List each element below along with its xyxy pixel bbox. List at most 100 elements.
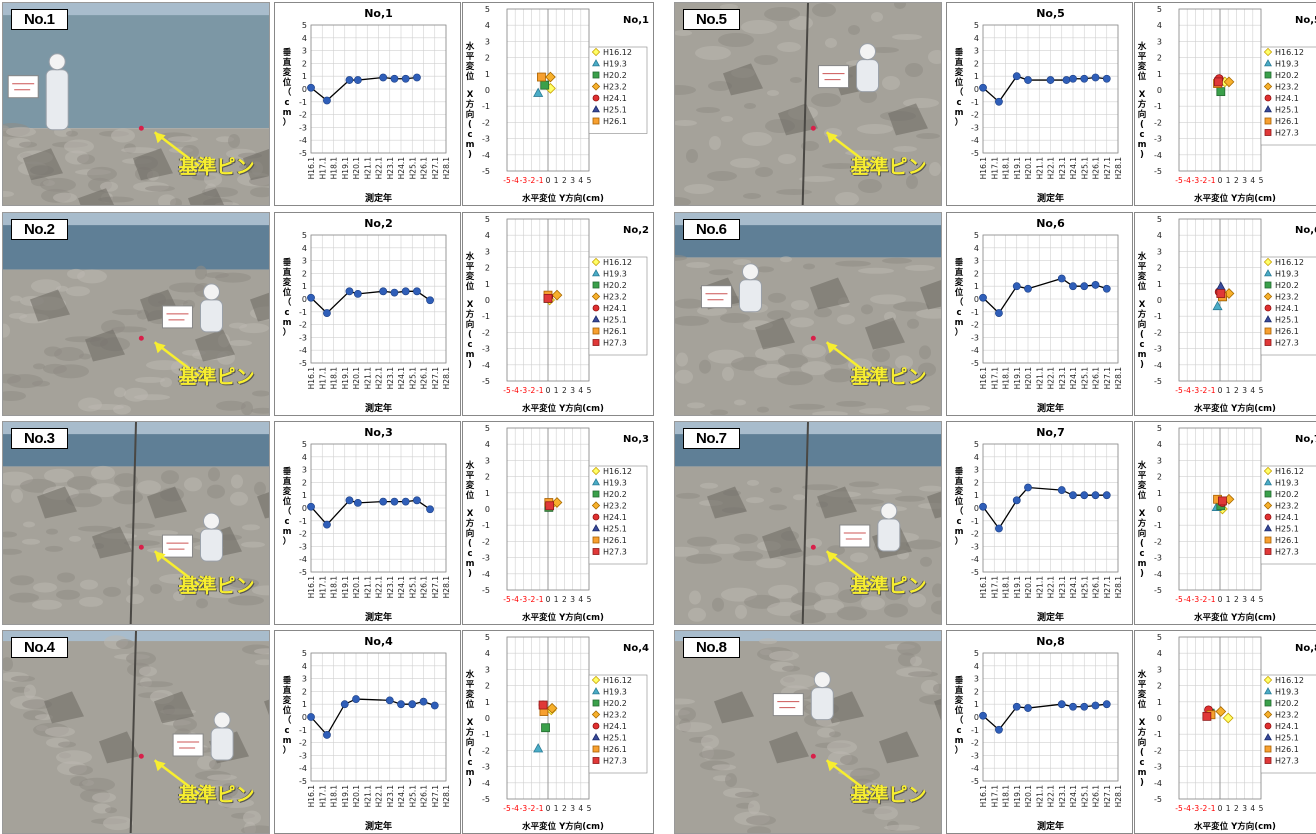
joint-line [129, 631, 137, 833]
y-tick-label: -3 [299, 751, 307, 760]
concrete-texture [11, 675, 35, 682]
pin-arrow [153, 131, 209, 174]
y-tick-label: 0 [302, 713, 307, 722]
concrete-texture [3, 548, 22, 555]
y-axis-label: 水平変位 X 方向(c m) [465, 251, 475, 370]
site-photo-image [675, 213, 941, 415]
x-tick-label: -2 [528, 804, 536, 813]
concrete-texture [812, 410, 848, 415]
concrete-texture [675, 30, 692, 36]
x-tick-label: H27.1 [1103, 157, 1112, 180]
block-shadow [257, 492, 269, 519]
concrete-texture [838, 589, 862, 604]
y-tick-label: 5 [974, 649, 979, 658]
concrete-texture [90, 483, 120, 498]
y-tick-label: -2 [971, 111, 979, 120]
legend-label: H25.1 [1275, 106, 1299, 115]
x-tick-label: H22.1 [1047, 157, 1056, 180]
y-tick-label: 5 [485, 424, 490, 433]
y-tick-label: -4 [1154, 779, 1162, 788]
y-tick-label: 5 [1157, 5, 1162, 14]
legend-marker [1264, 733, 1272, 741]
y-tick-label: 4 [1157, 649, 1162, 658]
y-tick-label: -1 [299, 726, 307, 735]
y-tick-label: -3 [482, 345, 490, 354]
y-tick-label: -3 [299, 123, 307, 132]
x-tick-label: 2 [1234, 595, 1239, 604]
data-point [1057, 700, 1066, 709]
concrete-texture [814, 599, 844, 614]
x-tick-label: H18.1 [330, 157, 339, 180]
legend-marker [591, 292, 601, 301]
x-tick-label: H19.1 [1013, 157, 1022, 180]
legend-label: H25.1 [603, 734, 627, 743]
horizontal-displacement-chart: -5 -4 -3 -2 -1 0 1 2 3 4 5 -5 -4 -3 -2 -1 0 1 2 3 4 5 水平変位 X 方向… [1134, 2, 1316, 206]
chart-title: No,3 [364, 426, 393, 439]
y-tick-label: 5 [974, 440, 979, 449]
legend-marker [592, 548, 600, 555]
concrete-texture [54, 347, 84, 362]
legend-label: H20.2 [603, 71, 627, 80]
x-axis-label: 測定年 [365, 402, 392, 414]
concrete-texture [741, 20, 777, 34]
data-point [979, 502, 987, 511]
y-tick-label: 3 [302, 675, 307, 684]
vertical-chart-svg: -5 -4 -3 -2 -1 0 1 2 3 4 5 H16.1 H17.1 H18.1 H19.1 H20.… [283, 426, 451, 623]
y-tick-label: 0 [485, 296, 490, 305]
block-shadow [85, 329, 125, 362]
concrete-texture [114, 473, 138, 488]
x-tick-label: H19.1 [1013, 576, 1022, 599]
y-tick-label: 0 [974, 295, 979, 304]
data-point [1080, 702, 1089, 711]
x-tick-label: -4 [1183, 176, 1191, 185]
site-photo-image [3, 631, 269, 833]
y-tick-label: 0 [1157, 86, 1162, 95]
vertical-chart-svg: -5 -4 -3 -2 -1 0 1 2 3 4 5 H16.1 H17.1 H18.1 H19.1 H20.… [955, 7, 1123, 204]
y-tick-label: 2 [485, 54, 490, 63]
x-tick-label: H21.1 [1035, 367, 1044, 390]
legend-marker [1263, 47, 1273, 57]
concrete-texture [80, 579, 98, 590]
horizontal-displacement-chart: -5 -4 -3 -2 -1 0 1 2 3 4 5 -5 -4 -3 -2 -1 0 1 2 3 4 5 水平変位 X 方向… [462, 2, 654, 206]
concrete-texture [825, 38, 837, 48]
x-tick-label: H25.1 [408, 367, 417, 390]
legend-label: H23.2 [1275, 83, 1299, 92]
site-photo: No.1 基準ピン [2, 2, 270, 206]
concrete-texture [815, 581, 839, 596]
concrete-texture [835, 192, 859, 205]
legend-marker [1264, 757, 1272, 764]
concrete-texture [675, 298, 704, 309]
legend-marker [1264, 94, 1272, 102]
concrete-texture [137, 480, 161, 495]
data-point [1057, 486, 1066, 494]
concrete-texture [196, 598, 208, 609]
x-tick-label: -1 [1208, 176, 1216, 185]
legend-label: H23.2 [1275, 711, 1299, 720]
chart-title: No,7 [1295, 434, 1316, 445]
x-tick-label: H21.1 [363, 367, 372, 390]
data-point [1091, 491, 1100, 500]
y-axis-label: 水平変位 X 方向(c m) [465, 460, 475, 579]
legend-label: H24.1 [603, 94, 627, 103]
y-tick-label: 4 [485, 649, 490, 658]
x-tick-label: H17.1 [990, 157, 999, 180]
y-tick-label: 0 [974, 504, 979, 513]
x-tick-label: -5 [503, 386, 511, 395]
x-tick-label: H16.1 [979, 157, 988, 180]
y-tick-label: -3 [971, 542, 979, 551]
horizontal-displacement-chart: -5 -4 -3 -2 -1 0 1 2 3 4 5 -5 -4 -3 -2 -1 0 1 2 3 4 5 水平変位 X 方向… [1134, 630, 1316, 834]
x-tick-label: 3 [570, 386, 575, 395]
y-tick-label: -2 [971, 739, 979, 748]
data-point [1218, 496, 1227, 506]
legend-marker [1264, 524, 1272, 532]
data-point [1216, 87, 1226, 97]
concrete-texture [78, 525, 114, 532]
x-tick-label: H26.1 [1092, 367, 1101, 390]
y-tick-label: 5 [1157, 215, 1162, 224]
concrete-texture [790, 609, 826, 624]
concrete-texture [895, 355, 913, 370]
data-point [430, 701, 439, 710]
legend-marker [1264, 327, 1272, 335]
